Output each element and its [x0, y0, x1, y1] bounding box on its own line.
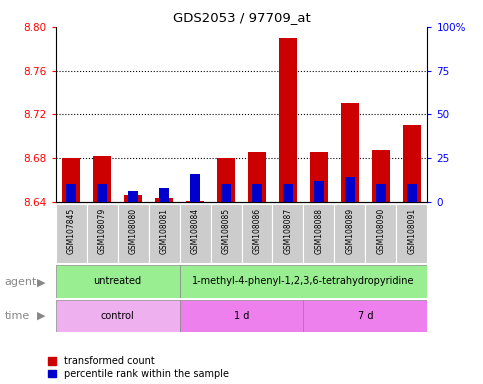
Bar: [310, 152, 328, 202]
Bar: [128, 191, 139, 202]
Text: ▶: ▶: [37, 311, 45, 321]
Text: GSM108087: GSM108087: [284, 208, 293, 254]
Bar: [93, 156, 112, 202]
Text: 1 d: 1 d: [234, 311, 249, 321]
Bar: [407, 184, 417, 202]
Bar: [211, 204, 242, 263]
Bar: [344, 177, 355, 202]
Text: GSM108088: GSM108088: [314, 208, 324, 254]
Bar: [86, 204, 117, 263]
Text: GSM108089: GSM108089: [345, 208, 355, 254]
Bar: [376, 184, 386, 202]
Text: 7 d: 7 d: [358, 311, 373, 321]
Bar: [56, 300, 180, 332]
Bar: [303, 300, 427, 332]
Text: 1-methyl-4-phenyl-1,2,3,6-tetrahydropyridine: 1-methyl-4-phenyl-1,2,3,6-tetrahydropyri…: [192, 276, 415, 286]
Bar: [56, 265, 180, 298]
Bar: [217, 158, 235, 202]
Title: GDS2053 / 97709_at: GDS2053 / 97709_at: [172, 11, 311, 24]
Text: ▶: ▶: [37, 277, 45, 287]
Bar: [117, 204, 149, 263]
Bar: [180, 265, 427, 298]
Bar: [56, 204, 86, 263]
Bar: [158, 188, 170, 202]
Bar: [97, 184, 107, 202]
Bar: [372, 150, 390, 202]
Text: GSM107845: GSM107845: [67, 208, 75, 254]
Bar: [272, 204, 303, 263]
Bar: [279, 38, 297, 202]
Bar: [397, 204, 427, 263]
Text: GSM108090: GSM108090: [376, 208, 385, 254]
Text: GSM108081: GSM108081: [159, 208, 169, 254]
Text: GSM108080: GSM108080: [128, 208, 138, 254]
Bar: [180, 300, 303, 332]
Bar: [313, 180, 325, 202]
Text: control: control: [100, 311, 134, 321]
Bar: [242, 204, 272, 263]
Text: GSM108084: GSM108084: [190, 208, 199, 254]
Bar: [334, 204, 366, 263]
Legend: transformed count, percentile rank within the sample: transformed count, percentile rank withi…: [48, 356, 229, 379]
Bar: [366, 204, 397, 263]
Bar: [124, 195, 142, 202]
Bar: [283, 184, 293, 202]
Bar: [66, 184, 76, 202]
Text: agent: agent: [5, 277, 37, 287]
Bar: [62, 158, 80, 202]
Bar: [186, 200, 204, 202]
Text: GSM108091: GSM108091: [408, 208, 416, 254]
Bar: [252, 184, 262, 202]
Text: GSM108086: GSM108086: [253, 208, 261, 254]
Bar: [155, 198, 173, 202]
Text: untreated: untreated: [94, 276, 142, 286]
Bar: [190, 174, 200, 202]
Bar: [303, 204, 334, 263]
Bar: [341, 103, 359, 202]
Bar: [403, 125, 421, 202]
Bar: [149, 204, 180, 263]
Text: GSM108079: GSM108079: [98, 208, 107, 254]
Bar: [248, 152, 266, 202]
Bar: [221, 184, 231, 202]
Text: time: time: [5, 311, 30, 321]
Text: GSM108085: GSM108085: [222, 208, 230, 254]
Bar: [180, 204, 211, 263]
